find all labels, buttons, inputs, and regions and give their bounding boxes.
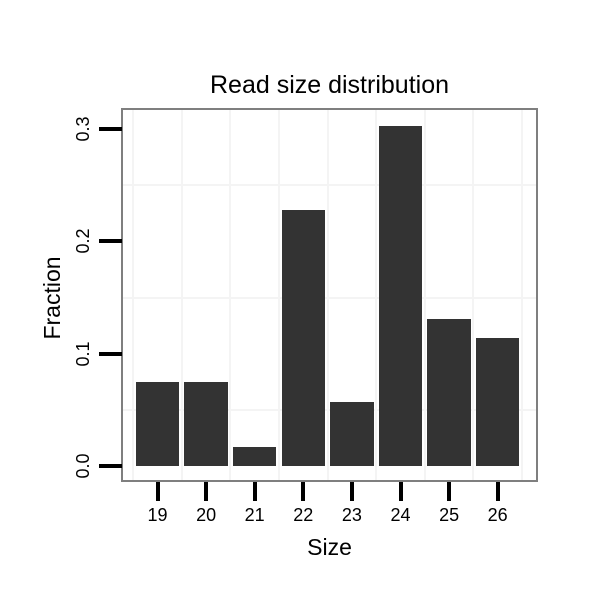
bar xyxy=(281,209,326,466)
grid-line-horizontal xyxy=(123,184,536,187)
x-tick-mark xyxy=(301,482,306,501)
grid-line-vertical xyxy=(132,110,135,480)
bar xyxy=(330,401,374,466)
grid-line-vertical xyxy=(521,110,523,480)
x-tick-mark xyxy=(252,482,257,501)
y-axis-title: Fraction xyxy=(39,256,65,340)
grid-line-vertical xyxy=(423,110,426,480)
x-tick-mark xyxy=(155,482,160,501)
x-tick-mark xyxy=(495,482,500,501)
x-tick-mark xyxy=(447,482,452,501)
grid-line-vertical xyxy=(278,110,280,480)
bar xyxy=(475,337,520,466)
x-tick-label: 25 xyxy=(439,505,460,525)
bar xyxy=(184,381,228,466)
x-tick-label: 22 xyxy=(293,505,314,525)
x-tick-mark xyxy=(349,482,354,501)
y-tick-mark xyxy=(99,127,122,132)
bar xyxy=(427,318,471,466)
y-tick-mark xyxy=(99,464,122,468)
x-tick-mark xyxy=(204,482,209,501)
y-tick-label: 0.3 xyxy=(73,116,93,142)
grid-line-vertical xyxy=(472,110,475,480)
bar xyxy=(232,446,277,466)
x-axis-title: Size xyxy=(307,534,352,560)
plot-panel xyxy=(121,108,538,482)
x-tick-label: 23 xyxy=(341,505,362,525)
bar xyxy=(378,125,423,466)
x-tick-label: 26 xyxy=(487,505,508,525)
x-tick-label: 19 xyxy=(147,505,168,525)
grid-line-vertical xyxy=(180,110,183,480)
grid-line-vertical xyxy=(229,110,232,480)
x-tick-label: 24 xyxy=(390,505,411,525)
x-tick-mark xyxy=(398,482,403,501)
y-tick-mark xyxy=(99,351,122,356)
x-tick-label: 20 xyxy=(196,505,217,525)
y-tick-label: 0.2 xyxy=(73,228,93,254)
chart-title: Read size distribution xyxy=(209,71,449,99)
grid-line-horizontal xyxy=(123,408,536,411)
bar xyxy=(135,381,180,466)
y-tick-label: 0.0 xyxy=(73,453,93,479)
grid-line-horizontal xyxy=(123,296,536,299)
grid-line-vertical xyxy=(375,110,378,480)
y-tick-mark xyxy=(99,239,122,244)
x-tick-label: 21 xyxy=(244,505,265,525)
y-tick-label: 0.1 xyxy=(73,341,93,367)
grid-line-vertical xyxy=(326,110,329,480)
